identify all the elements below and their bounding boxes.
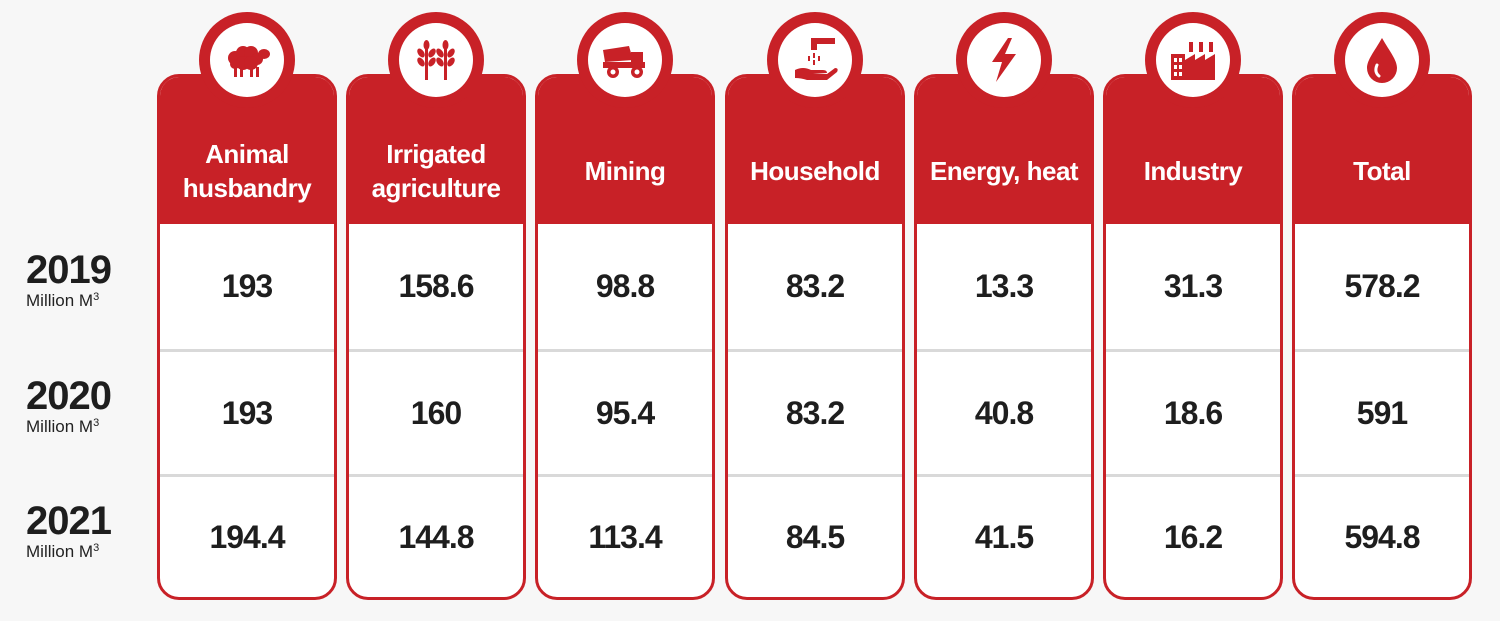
value-cell: 194.4 (160, 474, 334, 597)
column-header-label: Industry (1144, 154, 1243, 188)
row-label-2020: 2020 Million M3 (26, 376, 154, 436)
value-cell: 16.2 (1106, 474, 1280, 597)
icon-badge (1145, 12, 1241, 108)
icon-badge (1334, 12, 1430, 108)
value-cell: 41.5 (917, 474, 1091, 597)
value-cell: 84.5 (728, 474, 902, 597)
row-label-2019: 2019 Million M3 (26, 250, 154, 310)
value-cell: 591 (1295, 349, 1469, 474)
header-line: husbandry (182, 172, 312, 203)
unit-label: Million M3 (26, 291, 100, 310)
value-cell: 83.2 (728, 349, 902, 474)
column-header-label: Irrigated agriculture (372, 137, 501, 205)
unit-label: Million M3 (26, 417, 100, 436)
dump-truck-icon (588, 23, 662, 97)
column-header: Energy, heat (917, 77, 1091, 224)
year-label: 2019 (26, 248, 112, 292)
column-household: Household 83.2 83.2 84.5 (725, 74, 905, 600)
value-cell: 40.8 (917, 349, 1091, 474)
header-line: Irrigated (386, 138, 486, 169)
lightning-icon (967, 23, 1041, 97)
water-drop-icon (1345, 23, 1419, 97)
header-line: Total (1353, 155, 1411, 186)
row-label-2021: 2021 Million M3 (26, 501, 154, 561)
value-cell: 594.8 (1295, 474, 1469, 597)
value-cell: 160 (349, 349, 523, 474)
wheat-icon (399, 23, 473, 97)
column-irrigated-agriculture: Irrigated agriculture 158.6 160 144.8 (346, 74, 526, 600)
value-cell: 83.2 (785, 268, 845, 304)
unit-label: Million M3 (26, 542, 100, 561)
value-cell: 13.3 (974, 268, 1034, 304)
value-cell: 193 (221, 268, 273, 304)
icon-badge (388, 12, 484, 108)
column-industry: Industry 31.3 18.6 16.2 (1103, 74, 1283, 600)
value-cell: 193 (160, 349, 334, 474)
header-line: Energy, heat (929, 155, 1079, 186)
icon-badge (767, 12, 863, 108)
icon-badge (199, 12, 295, 108)
tap-hand-icon (778, 23, 852, 97)
year-label: 2020 (26, 374, 112, 418)
header-line: Mining (584, 155, 666, 186)
sheep-icon (210, 23, 284, 97)
value-cell: 18.6 (1106, 349, 1280, 474)
header-line: Industry (1143, 155, 1243, 186)
column-energy-heat: Energy, heat 13.3 40.8 41.5 (914, 74, 1094, 600)
value-cell: 98.8 (595, 268, 655, 304)
value-cell: 113.4 (538, 474, 712, 597)
column-header-label: Total (1353, 154, 1411, 188)
column-animal-husbandry: Animal husbandry 193 193 194.4 (157, 74, 337, 600)
icon-badge (577, 12, 673, 108)
column-header-label: Household (750, 154, 880, 188)
column-total: Total 578.2 591 594.8 (1292, 74, 1472, 600)
year-label: 2021 (26, 499, 112, 543)
header-line: Household (750, 155, 880, 186)
column-header-label: Mining (585, 154, 666, 188)
header-line: Animal (205, 138, 289, 169)
value-cell: 31.3 (1163, 268, 1223, 304)
header-line: agriculture (371, 172, 501, 203)
value-cell: 158.6 (398, 268, 474, 304)
value-cell: 95.4 (538, 349, 712, 474)
value-cell: 578.2 (1344, 268, 1420, 304)
factory-icon (1156, 23, 1230, 97)
column-mining: Mining 98.8 95.4 113.4 (535, 74, 715, 600)
column-header-label: Animal husbandry (182, 137, 312, 205)
value-cell: 144.8 (349, 474, 523, 597)
icon-badge (956, 12, 1052, 108)
column-header-label: Energy, heat (929, 154, 1079, 188)
